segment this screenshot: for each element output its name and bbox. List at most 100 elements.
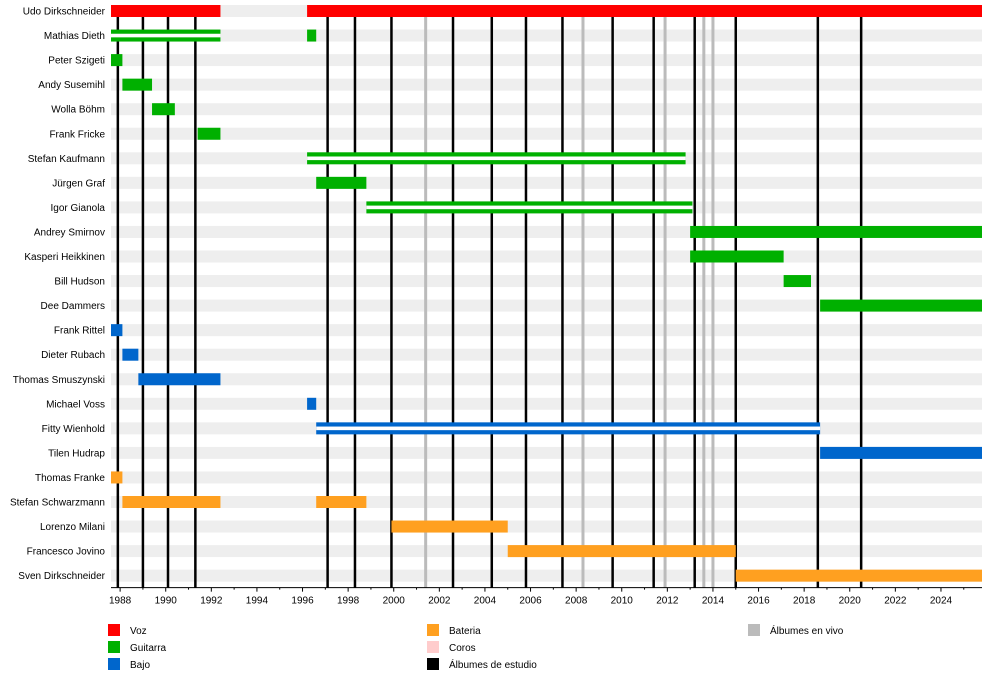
member-label-mathias-dieth: Mathias Dieth	[44, 31, 105, 42]
row-band-dieter-rubach	[111, 348, 982, 361]
bar-thomas-smuszynski	[138, 373, 221, 386]
legend-swatch-guitarra	[108, 641, 120, 653]
studio-album-lines	[116, 5, 863, 588]
x-tick-label-2020: 2020	[839, 596, 862, 607]
legend-label-coros: Coros	[449, 643, 476, 654]
row-band-peter-szigeti	[111, 54, 982, 67]
row-bands	[111, 5, 982, 582]
bar-dee-dammers	[820, 299, 982, 312]
x-tick-label-1990: 1990	[155, 596, 178, 607]
row-band-jurgen-graf	[111, 176, 982, 189]
member-label-dee-dammers: Dee Dammers	[41, 301, 105, 312]
x-tick-label-2000: 2000	[383, 596, 406, 607]
x-tick-label-1994: 1994	[246, 596, 269, 607]
row-band-bill-hudson	[111, 275, 982, 288]
legend-label-albumes-en-vivo: Álbumes en vivo	[770, 624, 844, 637]
bar-frank-fricke	[197, 127, 221, 140]
x-tick-label-2014: 2014	[702, 596, 725, 607]
member-label-andrey-smirnov: Andrey Smirnov	[34, 227, 105, 238]
member-labels: Udo Dirkschneider Mathias Dieth Peter Szig…	[10, 7, 106, 583]
bar-michael-voss	[307, 397, 317, 410]
x-tick-label-2022: 2022	[884, 596, 907, 607]
bar-stefan-schwarzmann	[122, 496, 221, 508]
legend-swatch-albumes-en-vivo	[748, 624, 760, 636]
bar-tilen-hudrap	[820, 446, 982, 459]
member-label-peter-szigeti: Peter Szigeti	[48, 56, 105, 67]
bar-udo-dirkschneider	[111, 5, 221, 17]
bar-dieter-rubach	[122, 348, 139, 361]
x-tick-label-2002: 2002	[428, 596, 451, 607]
bar-mathias-dieth	[307, 29, 317, 42]
row-band-frank-rittel	[111, 324, 982, 337]
coros-stripe-fitty-wienhold	[316, 426, 821, 431]
row-band-michael-voss	[111, 397, 982, 410]
member-label-tilen-hudrap: Tilen Hudrap	[48, 448, 105, 459]
bar-andrey-smirnov	[690, 225, 982, 238]
legend: Voz Guitarra Bajo Bateria Coros Álbumes de es…	[108, 624, 844, 671]
member-label-frank-fricke: Frank Fricke	[49, 129, 105, 140]
x-tick-label-1996: 1996	[291, 596, 314, 607]
member-label-andy-susemihl: Andy Susemihl	[38, 80, 105, 91]
member-label-kasperi-heikkinen: Kasperi Heikkinen	[24, 252, 105, 263]
live-album-lines	[424, 5, 715, 588]
legend-swatch-voz	[108, 624, 120, 636]
bar-wolla-bohm	[152, 103, 175, 116]
row-band-lorenzo-milani	[111, 520, 982, 533]
x-tick-label-2024: 2024	[930, 596, 953, 607]
member-label-udo-dirkschneider: Udo Dirkschneider	[23, 7, 106, 18]
legend-label-bajo: Bajo	[130, 660, 150, 671]
legend-label-bateria: Bateria	[449, 626, 481, 637]
bar-francesco-jovino	[507, 545, 736, 558]
legend-swatch-bajo	[108, 658, 120, 670]
x-tick-label-2006: 2006	[519, 596, 542, 607]
bar-lorenzo-milani	[391, 520, 508, 533]
x-tick-label-1992: 1992	[200, 596, 223, 607]
member-label-frank-rittel: Frank Rittel	[54, 326, 105, 337]
x-tick-label-2018: 2018	[793, 596, 816, 607]
legend-label-guitarra: Guitarra	[130, 643, 167, 654]
x-tick-label-1988: 1988	[109, 596, 132, 607]
bar-frank-rittel	[111, 324, 123, 337]
legend-swatch-bateria	[427, 624, 439, 636]
legend-label-albumes-de-estudio: Álbumes de estudio	[449, 658, 537, 671]
x-tick-label-2010: 2010	[611, 596, 634, 607]
member-label-stefan-schwarzmann: Stefan Schwarzmann	[10, 498, 105, 509]
bar-kasperi-heikkinen	[690, 250, 784, 263]
row-band-stefan-schwarzmann	[111, 496, 982, 508]
member-label-wolla-bohm: Wolla Böhm	[51, 105, 105, 116]
bar-bill-hudson	[783, 275, 811, 288]
x-tick-label-2012: 2012	[656, 596, 679, 607]
member-label-igor-gianola: Igor Gianola	[51, 203, 106, 214]
member-label-fitty-wienhold: Fitty Wienhold	[42, 424, 105, 435]
member-label-dieter-rubach: Dieter Rubach	[41, 350, 105, 361]
x-tick-label-2016: 2016	[747, 596, 770, 607]
member-label-michael-voss: Michael Voss	[46, 399, 105, 410]
row-band-wolla-bohm	[111, 103, 982, 116]
legend-swatch-albumes-de-estudio	[427, 658, 439, 670]
x-axis: 1988 1990 1992 1994 1996 1998 2000 2002 2004 2006…	[109, 587, 982, 607]
x-tick-label-2008: 2008	[565, 596, 588, 607]
member-label-lorenzo-milani: Lorenzo Milani	[40, 522, 105, 533]
bar-stefan-schwarzmann	[316, 496, 367, 508]
member-label-sven-dirkschneider: Sven Dirkschneider	[18, 571, 105, 582]
bar-jurgen-graf	[316, 176, 367, 189]
member-label-bill-hudson: Bill Hudson	[54, 277, 105, 288]
member-label-thomas-smuszynski: Thomas Smuszynski	[13, 375, 105, 386]
x-tick-label-2004: 2004	[474, 596, 497, 607]
member-label-thomas-franke: Thomas Franke	[35, 473, 105, 484]
bar-udo-dirkschneider	[307, 5, 983, 17]
coros-stripe-igor-gianola	[366, 205, 693, 210]
coros-stripe-stefan-kaufmann	[307, 156, 686, 161]
legend-swatch-coros	[427, 641, 439, 653]
member-label-francesco-jovino: Francesco Jovino	[27, 547, 106, 558]
coros-stripe-mathias-dieth	[111, 33, 221, 38]
bar-andy-susemihl	[122, 78, 153, 91]
legend-label-voz: Voz	[130, 626, 147, 637]
bar-thomas-franke	[111, 471, 123, 484]
row-band-thomas-smuszynski	[111, 373, 982, 386]
member-label-stefan-kaufmann: Stefan Kaufmann	[28, 154, 105, 165]
bar-peter-szigeti	[111, 54, 123, 67]
row-band-thomas-franke	[111, 471, 982, 484]
